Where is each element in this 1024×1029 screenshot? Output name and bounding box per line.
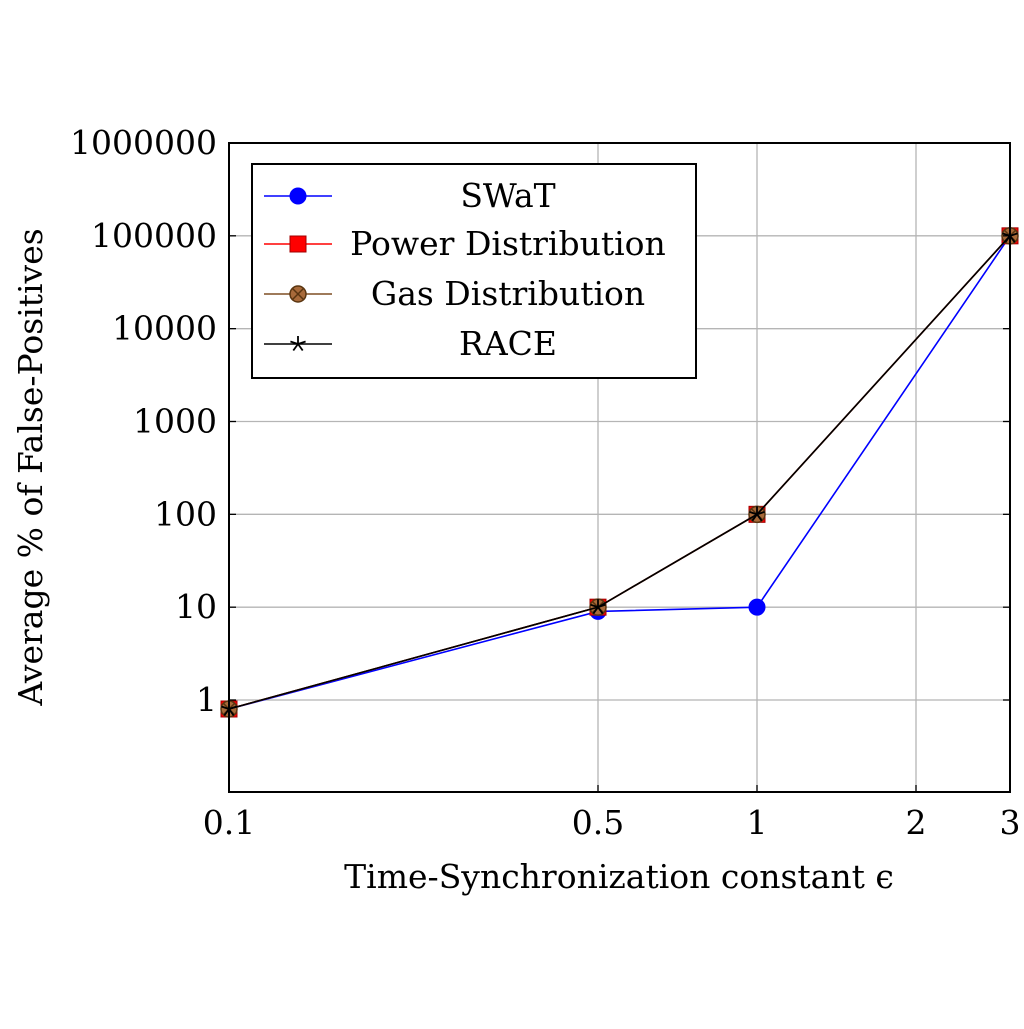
x-tick-label: 2 [906,803,927,842]
y-axis-label: Average % of False-Positives [11,228,50,706]
x-tick-label: 3 [1000,803,1021,842]
y-tick-label: 1 [196,680,217,719]
legend-box [251,163,697,379]
y-tick-label: 1000000 [70,123,217,162]
x-tick-label: 0.5 [572,803,624,842]
y-tick-label: 10 [175,587,217,626]
legend-marker [289,187,307,205]
legend-label: RACE [459,324,557,363]
data-point [590,599,606,615]
legend-label: Gas Distribution [371,274,645,313]
y-tick-label: 100000 [91,216,217,255]
data-point [748,598,766,616]
legend-marker [289,235,307,253]
legend-item: RACE [264,324,557,363]
legend-item: Gas Distribution [264,274,645,313]
legend-item: SWaT [264,176,556,215]
tick-labels: 0.1 0.5 1 2 3 1 10 100 1000 10000 100000 1000000 [70,123,1020,842]
plot-frame [228,142,1011,793]
x-axis-label: Time-Synchronization constant ϵ [344,857,894,896]
x-tick-label: 0.1 [203,803,255,842]
x-tick-label: 1 [747,803,768,842]
series-line [228,235,1011,710]
data-point [749,506,765,522]
y-tick-label: 1000 [133,402,217,441]
y-tick-label: 100 [154,494,217,533]
series-layer [220,227,1019,718]
y-tick-label: 10000 [112,309,217,348]
legend-label: Power Distribution [350,224,666,263]
series-line [228,235,1011,710]
legend-marker [290,336,306,352]
legend: SWaT Power Distribution Gas Distribution RA… [251,163,697,379]
legend-marker [289,285,307,303]
legend-item: Power Distribution [264,224,666,263]
legend-label: SWaT [460,176,555,215]
